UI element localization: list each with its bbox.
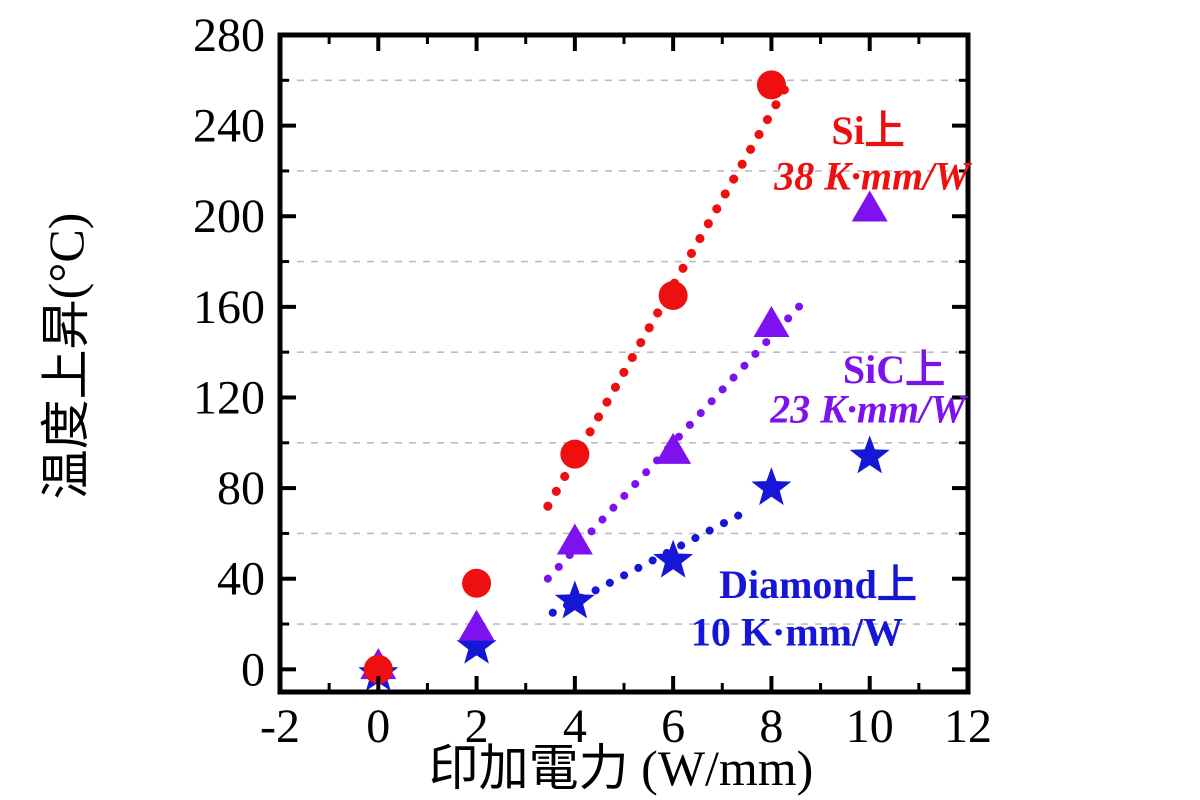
sic-point (753, 305, 790, 337)
y-axis-title: 温度上昇(°C) (38, 212, 94, 500)
diamond-slope-label: 10 K·mm/W (690, 609, 904, 655)
y-tick-label: 120 (193, 371, 265, 424)
y-tick-label: 40 (217, 553, 265, 606)
si-point (658, 281, 688, 311)
sic-point (851, 190, 888, 222)
si-series-label: Si上 (831, 108, 905, 153)
x-tick-label: 8 (759, 700, 783, 753)
y-tick-label: 80 (217, 462, 265, 515)
si-trend-line (543, 73, 796, 511)
diamond-point (456, 625, 497, 664)
sic-point (458, 609, 495, 641)
sic-point (556, 523, 593, 555)
si-point (560, 439, 590, 469)
si-point (462, 568, 492, 598)
x-tick-label: 4 (563, 700, 587, 753)
sic-series-label: SiC上 (842, 347, 946, 392)
y-tick-label: 200 (193, 190, 265, 243)
y-tick-label: 240 (193, 100, 265, 153)
x-axis-title: 印加電力 (W/mm) (428, 740, 814, 796)
diamond-point (554, 580, 595, 619)
diamond-point (751, 467, 792, 506)
y-tick-label: 160 (193, 281, 265, 334)
x-tick-label: 10 (846, 700, 894, 753)
x-tick-label: 12 (944, 700, 992, 753)
x-tick-label: 6 (661, 700, 685, 753)
si-point (756, 70, 786, 100)
x-tick-label: 2 (465, 700, 489, 753)
si-slope-label: 38 K·mm/W (774, 153, 970, 199)
sic-trend-line (543, 300, 805, 583)
x-tick-label: 0 (366, 700, 390, 753)
si-point (363, 654, 393, 684)
sic-point (655, 432, 692, 464)
y-tick-label: 280 (193, 9, 265, 62)
diamond-point (849, 435, 890, 474)
y-tick-label: 0 (241, 643, 265, 696)
x-tick-label: -2 (260, 700, 300, 753)
diamond-series-label: Diamond上 (719, 562, 917, 607)
diamond-trend-line (548, 504, 756, 617)
diamond-point (653, 539, 694, 578)
sic-slope-label: 23 K·mm/W (770, 386, 966, 432)
